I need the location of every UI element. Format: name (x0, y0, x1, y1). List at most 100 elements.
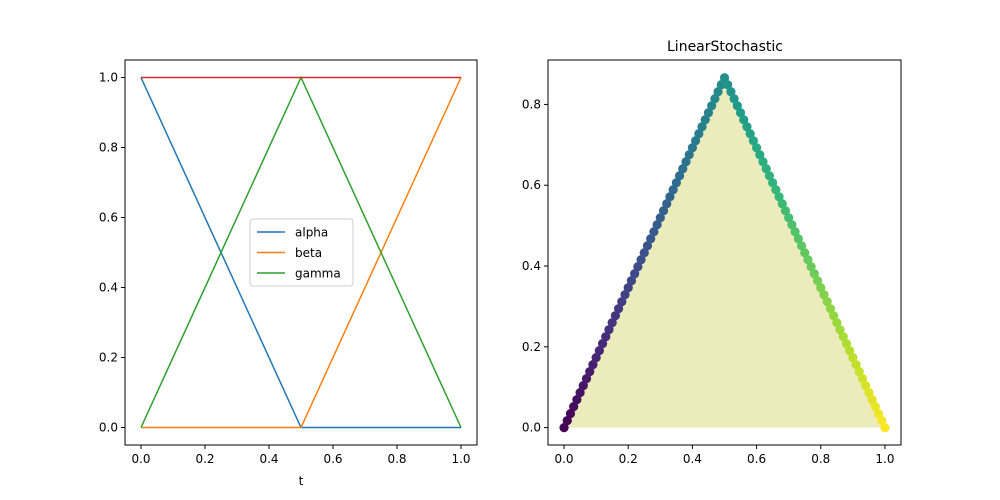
legend-box (249, 218, 354, 287)
scatter-point (636, 255, 646, 265)
scatter-point (841, 339, 852, 349)
scatter-point (697, 122, 707, 132)
scatter-point (784, 213, 794, 223)
scatter-point (758, 157, 768, 167)
scatter-point (861, 381, 871, 391)
y-tick-label: 0.4 (522, 259, 541, 273)
scatter-point (771, 185, 781, 195)
scatter-point (726, 87, 736, 97)
scatter-point (739, 115, 749, 125)
scatter-point (565, 409, 576, 419)
scatter-point (735, 108, 746, 118)
scatter-point (594, 346, 604, 356)
scatter-point (674, 171, 685, 181)
scatter-point (796, 241, 807, 251)
x-tick-label: 0.4 (683, 452, 702, 466)
left-plot-lines (140, 75, 462, 429)
scatter-point (761, 164, 771, 174)
scatter-point (867, 395, 877, 405)
scatter-point (687, 143, 698, 153)
left-axes-frame (124, 59, 478, 446)
scatter-point (630, 269, 640, 279)
scatter-point (601, 332, 611, 342)
scatter-point (684, 150, 694, 160)
scatter-point (774, 192, 784, 202)
scatter-point (751, 143, 762, 153)
scatter-point (694, 129, 704, 139)
y-tick-label: 0.0 (522, 421, 541, 435)
scatter-point (610, 311, 620, 321)
scatter-point (626, 276, 637, 286)
y-tick-label: 0.2 (99, 351, 118, 365)
right-x-ticks: 0.0 0.2 0.4 0.6 0.8 1.0 (554, 445, 895, 466)
scatter-point (585, 367, 595, 377)
scatter-point (806, 262, 816, 272)
scatter-point (562, 416, 572, 426)
scatter-point (848, 353, 858, 363)
scatter-point (851, 360, 861, 370)
scatter-point (575, 388, 585, 398)
scatter-point (845, 346, 855, 356)
scatter-point (642, 241, 653, 251)
legend-items: alpha beta gamma (257, 226, 341, 281)
y-tick-label: 0.8 (99, 141, 118, 155)
x-tick-label: 0.2 (619, 452, 638, 466)
scatter-point (578, 381, 588, 391)
scatter-point (809, 269, 819, 279)
scatter-point (713, 87, 723, 97)
scatter-point (825, 304, 836, 314)
scatter-point (777, 199, 787, 209)
scatter-point (880, 423, 890, 433)
y-tick-label: 0.6 (522, 178, 541, 192)
scatter-point (857, 374, 868, 384)
scatter-point (604, 325, 614, 335)
scatter-point (873, 409, 884, 419)
scatter-point (572, 395, 582, 405)
scatter-point (700, 115, 710, 125)
scatter-point (707, 101, 717, 111)
scatter-point (691, 136, 701, 146)
scatter-point (877, 416, 887, 426)
x-tick-label: 0.8 (811, 452, 830, 466)
scatter-point (854, 367, 864, 377)
scatter-point (793, 234, 803, 244)
scatter-point (816, 283, 826, 293)
scatter-point (719, 73, 730, 83)
scatter-point (581, 374, 592, 384)
y-tick-label: 0.4 (99, 281, 118, 295)
y-tick-label: 0.8 (522, 97, 541, 111)
legend: alpha beta gamma (249, 218, 354, 287)
right-fill-region (564, 77, 885, 428)
x-tick-label: 0.2 (195, 452, 214, 466)
scatter-point (768, 178, 778, 188)
scatter-point (639, 248, 649, 258)
scatter-point (812, 276, 823, 286)
scatter-point (703, 108, 714, 118)
scatter-point (780, 206, 791, 216)
scatter-point (803, 255, 813, 265)
scatter-point (646, 234, 656, 244)
scatter-point (748, 136, 758, 146)
scatter-point (764, 171, 775, 181)
scatter-point (614, 304, 624, 314)
left-x-ticks: 0.0 0.2 0.4 0.6 0.8 1.0 (131, 445, 471, 466)
right-chart-title: LinearStochastic (667, 39, 783, 55)
y-tick-label: 0.2 (522, 340, 541, 354)
scatter-point (710, 94, 720, 104)
x-tick-label: 1.0 (451, 452, 470, 466)
scatter-point (729, 94, 739, 104)
x-tick-label: 0.8 (387, 452, 406, 466)
scatter-point (790, 227, 800, 237)
scatter-point (742, 122, 752, 132)
scatter-point (620, 290, 630, 300)
left-x-axis-label: t (299, 474, 304, 488)
scatter-point (588, 360, 598, 370)
scatter-point (870, 402, 880, 412)
scatter-point (787, 220, 797, 230)
scatter-point (559, 423, 569, 433)
scatter-point (617, 297, 627, 307)
scatter-point (591, 353, 601, 363)
y-tick-label: 0.6 (99, 211, 118, 225)
